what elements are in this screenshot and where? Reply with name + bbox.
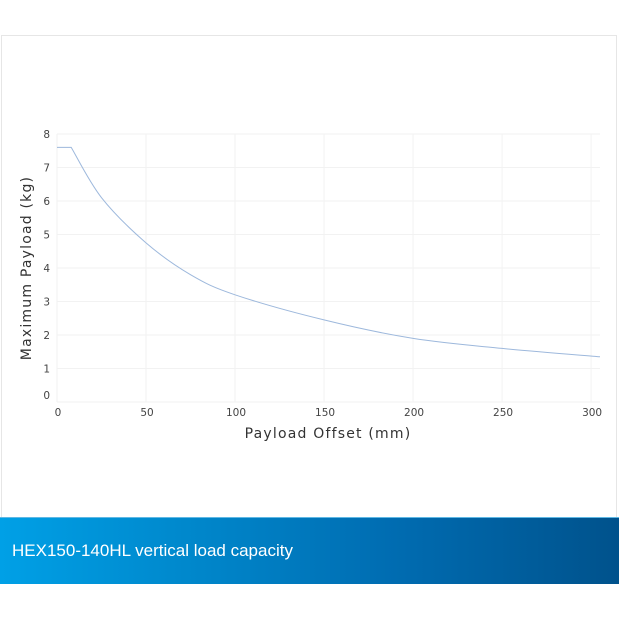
payload-chart: 0 1 2 3 4 5 6 7 8 0 50 100 150 200 250 300 Maximum Pay… bbox=[19, 129, 602, 442]
chart-card bbox=[1, 35, 617, 583]
x-axis-ticks: 0 50 100 150 200 250 300 bbox=[55, 407, 602, 419]
y-axis-title: Maximum Payload (kg) bbox=[19, 176, 35, 360]
payload-curve bbox=[57, 146, 601, 358]
y-tick-label: 7 bbox=[43, 163, 50, 175]
y-axis-ticks: 0 1 2 3 4 5 6 7 8 bbox=[43, 129, 50, 402]
y-tick-label: 4 bbox=[43, 263, 50, 275]
x-tick-label: 150 bbox=[315, 407, 335, 419]
x-tick-label: 300 bbox=[582, 407, 602, 419]
y-tick-label: 6 bbox=[43, 196, 50, 208]
y-tick-label: 2 bbox=[43, 330, 50, 342]
y-tick-label: 1 bbox=[43, 364, 50, 376]
x-tick-label: 100 bbox=[226, 407, 246, 419]
x-axis-title: Payload Offset (mm) bbox=[245, 426, 412, 442]
caption-text: HEX150-140HL vertical load capacity bbox=[12, 541, 293, 560]
x-tick-label: 0 bbox=[55, 407, 62, 419]
x-tick-label: 200 bbox=[404, 407, 424, 419]
y-tick-label: 0 bbox=[43, 390, 50, 402]
y-tick-label: 8 bbox=[43, 129, 50, 141]
x-tick-label: 50 bbox=[140, 407, 153, 419]
caption-banner: HEX150-140HL vertical load capacity bbox=[0, 517, 619, 584]
chart-gridlines bbox=[56, 133, 600, 403]
y-tick-label: 5 bbox=[43, 230, 50, 242]
y-tick-label: 3 bbox=[43, 297, 50, 309]
x-tick-label: 250 bbox=[493, 407, 513, 419]
